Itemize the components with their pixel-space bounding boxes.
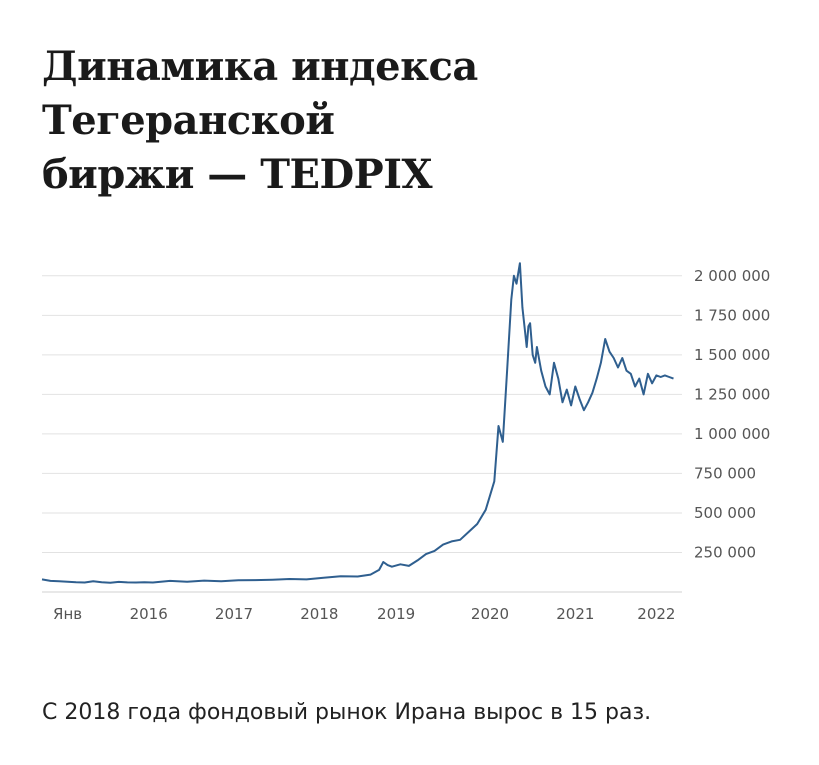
x-tick-label: 2022 [637,605,675,623]
y-tick-label: 1 750 000 [694,306,770,324]
y-tick-label: 1 250 000 [694,385,770,403]
y-tick-label: 1 500 000 [694,346,770,364]
grid-lines [42,275,682,593]
series-line-tedpix [41,262,674,584]
y-tick-label: 2 000 000 [694,267,770,285]
x-tick-label: 2020 [471,605,509,623]
x-tick-label: 2021 [556,605,594,623]
title-line-2: биржи — TEDPIX [42,151,433,198]
line-chart: 250 000 500 000 750 000 1 000 000 1 250 000 1… [41,262,770,623]
y-axis-tick-labels: 250 000 500 000 750 000 1 000 000 1 250 000 1… [694,267,770,562]
y-tick-label: 500 000 [694,504,756,522]
chart-caption: С 2018 года фондовый рынок Ирана вырос в… [42,700,652,725]
title-line-1: Динамика индекса Тегеранской [42,43,478,144]
x-tick-label: 2017 [215,605,253,623]
x-tick-label: 2018 [300,605,338,623]
series-layer [41,262,674,584]
chart-title: Динамика индекса Тегеранской биржи — TED… [42,40,782,202]
y-tick-label: 750 000 [694,464,756,482]
x-tick-label: 2019 [377,605,415,623]
y-tick-label: 250 000 [694,543,756,561]
x-tick-label: Янв [53,605,82,623]
x-tick-label: 2016 [130,605,168,623]
y-tick-label: 1 000 000 [694,425,770,443]
x-axis-tick-labels: Янв 2016 2017 2018 2019 2020 2021 2022 [53,605,675,623]
